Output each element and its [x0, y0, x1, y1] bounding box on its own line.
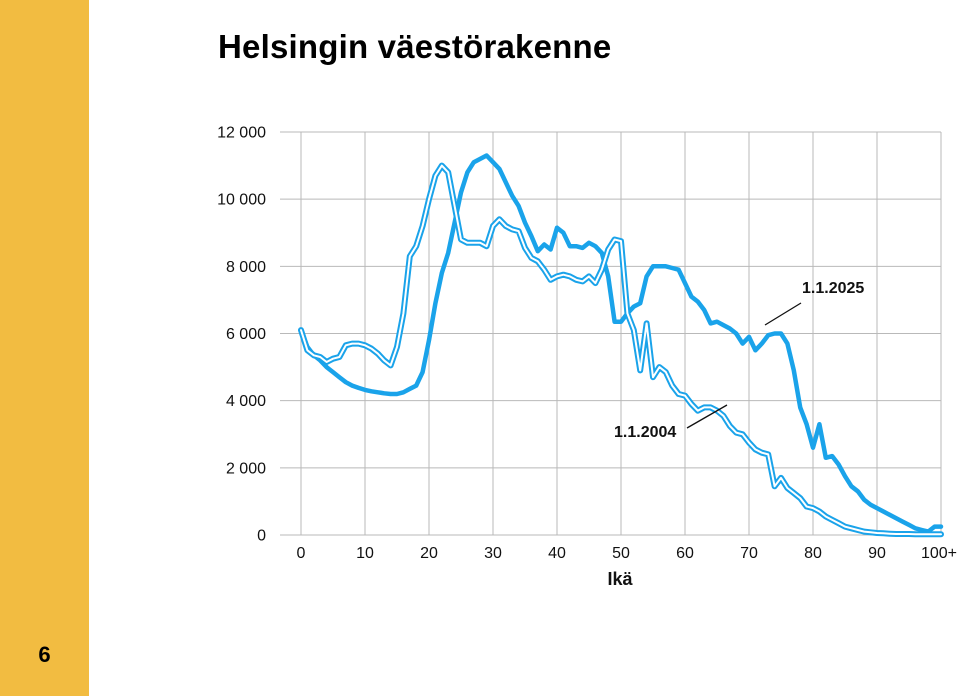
x-tick-label: 40 [548, 545, 566, 562]
y-tick-label: 2 000 [226, 460, 266, 477]
y-tick-label: 10 000 [217, 192, 266, 209]
y-tick-label: 8 000 [226, 259, 266, 276]
x-tick-label: 0 [297, 545, 306, 562]
y-tick-label: 0 [257, 528, 266, 545]
sidebar-band: 6 [0, 0, 89, 696]
gridlines [280, 131, 942, 536]
y-tick-label: 12 000 [217, 125, 266, 142]
x-tick-label: 60 [676, 545, 694, 562]
x-tick-label: 50 [612, 545, 630, 562]
series-line-2004-inner [300, 164, 942, 536]
x-tick-label: 70 [740, 545, 758, 562]
annotation-label-2025: 1.1.2025 [802, 280, 864, 297]
x-tick-label: 20 [420, 545, 438, 562]
page-title: Helsingin väestörakenne [218, 28, 612, 65]
series-lines [298, 153, 944, 538]
y-tick-label: 6 000 [226, 326, 266, 343]
x-tick-label: 100+ [921, 545, 957, 562]
x-tick-label: 80 [804, 545, 822, 562]
x-axis-title: Ikä [607, 569, 633, 589]
x-tick-label: 30 [484, 545, 502, 562]
y-axis-tick-labels: 0 2 000 4 000 6 000 8 000 10 000 12 000 [217, 125, 266, 545]
page-number: 6 [38, 642, 51, 667]
series-line-2025 [298, 153, 944, 534]
annotation-label-2004: 1.1.2004 [614, 424, 676, 441]
x-tick-label: 90 [868, 545, 886, 562]
y-tick-label: 4 000 [226, 393, 266, 410]
annotation-leader-2025 [764, 302, 802, 326]
x-axis-tick-labels: 0 10 20 30 40 50 60 70 80 90 100+ [297, 545, 957, 562]
annotation-leader-2004 [686, 404, 728, 429]
x-tick-label: 10 [356, 545, 374, 562]
